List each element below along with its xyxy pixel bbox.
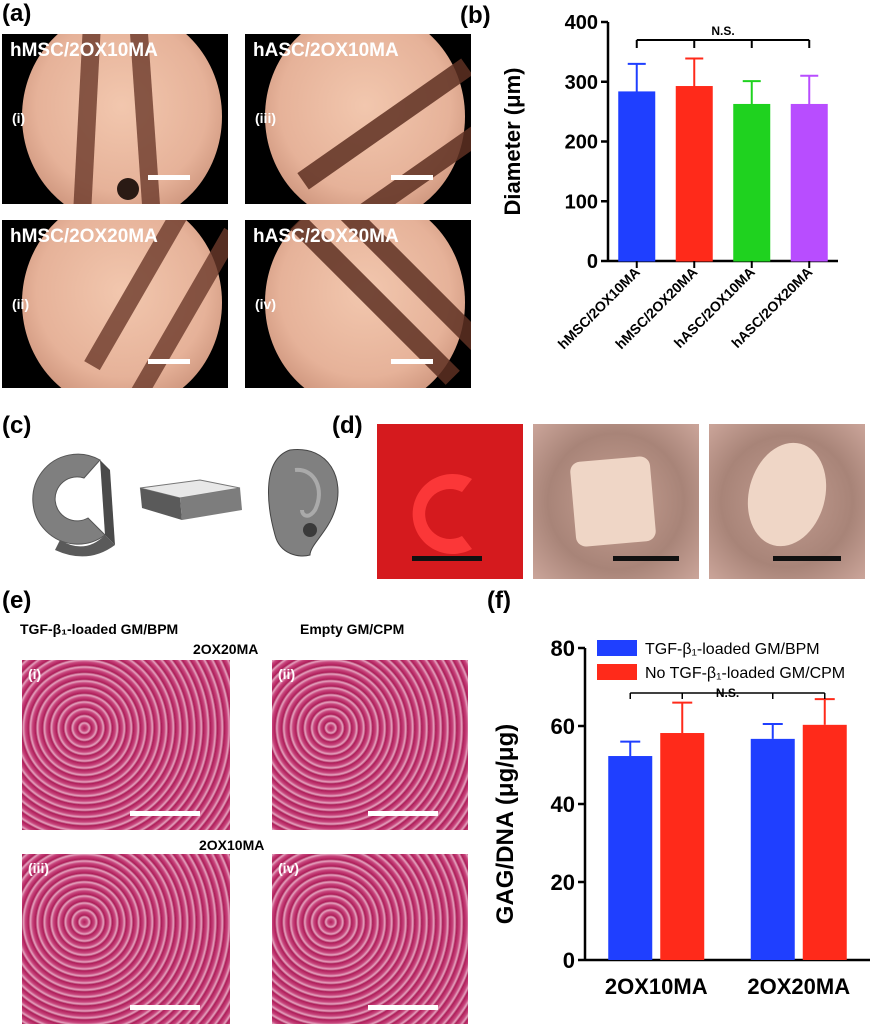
micrograph-number: (i) <box>12 110 26 126</box>
significance-label: N.S. <box>711 24 734 38</box>
legend-label: TGF-β₁-loaded GM/BPM <box>645 641 820 658</box>
histology-iii: (iii) <box>22 854 230 1024</box>
bar <box>790 103 828 262</box>
micrograph-title: hMSC/2OX10MA <box>10 40 158 61</box>
y-tick-label: 100 <box>565 191 598 213</box>
bar <box>733 103 771 262</box>
scale-bar <box>130 1005 200 1010</box>
photo-block-construct <box>533 424 699 579</box>
panel-label-d: (d) <box>332 412 363 439</box>
block-model <box>139 479 242 520</box>
y-axis-label: GAG/DNA (μg/μg) <box>492 724 519 924</box>
micrograph-iii: hASC/2OX10MA (iii) <box>245 34 471 204</box>
micrograph-title: hMSC/2OX20MA <box>10 226 158 247</box>
bar <box>618 91 656 262</box>
panel-label-a: (a) <box>2 0 32 27</box>
photo-ear-construct <box>709 424 865 579</box>
histology-number: (i) <box>28 666 42 682</box>
y-tick-label: 80 <box>551 636 575 661</box>
micrograph-number: (iv) <box>255 296 276 312</box>
bar <box>802 724 847 960</box>
c-shape-model <box>32 453 115 557</box>
scale-bar <box>391 359 433 364</box>
scale-bar <box>148 175 190 180</box>
scale-bar <box>613 556 679 561</box>
x-tick-label: 2OX10MA <box>605 974 708 999</box>
x-tick-label: 2OX20MA <box>747 974 850 999</box>
ear-model <box>267 449 339 557</box>
bar <box>675 86 713 262</box>
histology-number: (iii) <box>28 860 49 876</box>
photo-c-construct <box>377 424 523 579</box>
y-axis-label: Diameter (μm) <box>500 68 525 216</box>
scale-bar <box>130 811 200 816</box>
scale-bar <box>773 556 841 561</box>
y-tick-label: 400 <box>565 12 598 34</box>
y-tick-label: 200 <box>565 132 598 154</box>
micrograph-number: (ii) <box>12 296 30 312</box>
micrograph-number: (iii) <box>255 110 276 126</box>
gag-dna-chart: 0 20 40 60 80 GAG/DNA (μg/μg) 2OX10MA 2OX20MA N.… <box>492 636 870 999</box>
y-tick-label: 0 <box>563 948 575 973</box>
row-label-2ox10ma: 2OX10MA <box>199 837 265 853</box>
histology-number: (ii) <box>278 666 296 682</box>
scale-bar <box>368 1005 438 1010</box>
micrograph-iv: hASC/2OX20MA (iv) <box>245 220 471 388</box>
y-tick-label: 40 <box>551 792 575 817</box>
scale-bar <box>148 359 190 364</box>
legend-label: No TGF-β₁-loaded GM/CPM <box>645 665 845 682</box>
histology-number: (iv) <box>278 860 299 876</box>
header-empty: Empty GM/CPM <box>300 621 405 637</box>
histology-ii: (ii) <box>272 660 468 830</box>
scale-bar <box>368 811 438 816</box>
scale-bar <box>391 175 433 180</box>
row-label-2ox20ma: 2OX20MA <box>193 641 259 657</box>
y-tick-label: 60 <box>551 714 575 739</box>
legend-swatch <box>597 640 637 656</box>
bar <box>608 756 653 960</box>
micrograph-title: hASC/2OX10MA <box>253 40 399 61</box>
scale-bar <box>412 556 482 561</box>
legend-swatch <box>597 664 637 680</box>
histology-i: (i) <box>22 660 230 830</box>
micrograph-i: hMSC/2OX10MA (i) <box>2 34 228 204</box>
y-tick-label: 0 <box>587 251 598 273</box>
panel-label-e: (e) <box>2 587 32 614</box>
bar <box>660 733 705 960</box>
header-tgf-loaded: TGF-β₁-loaded GM/BPM <box>20 621 179 637</box>
bar <box>750 738 795 960</box>
panel-label-f: (f) <box>487 587 511 614</box>
y-tick-label: 300 <box>565 72 598 94</box>
panel-label-b: (b) <box>460 2 491 29</box>
y-tick-label: 20 <box>551 870 575 895</box>
cad-models <box>32 449 339 557</box>
panel-label-c: (c) <box>2 412 32 439</box>
significance-label: N.S. <box>716 686 739 700</box>
histology-iv: (iv) <box>272 854 468 1024</box>
micrograph-title: hASC/2OX20MA <box>253 226 399 247</box>
micrograph-ii: hMSC/2OX20MA (ii) <box>2 220 228 388</box>
